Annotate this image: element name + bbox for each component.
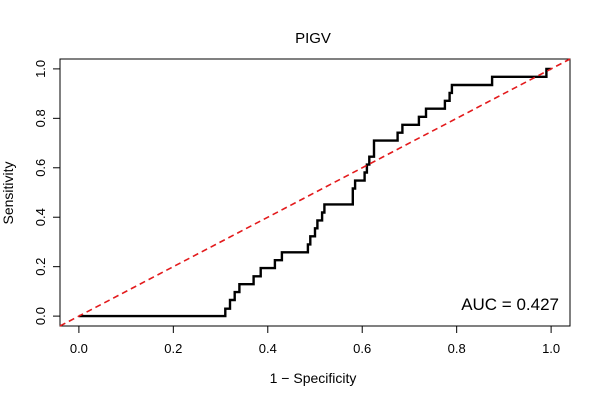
chart-title: PIGV — [295, 30, 331, 47]
x-tick-label: 0.6 — [353, 341, 371, 356]
x-tick-label: 0.0 — [70, 341, 88, 356]
x-axis: 0.0 0.2 0.4 0.6 0.8 1.0 — [70, 325, 560, 356]
roc-curve-line — [78, 67, 552, 318]
x-axis-label: 1 − Specificity — [270, 370, 357, 386]
y-tick-label: 0.8 — [33, 109, 48, 127]
y-axis-label: Sensitivity — [0, 161, 16, 224]
plot-lines — [59, 58, 571, 327]
x-tick-label: 1.0 — [542, 341, 560, 356]
y-tick-label: 0.6 — [33, 159, 48, 177]
auc-annotation: AUC = 0.427 — [461, 295, 559, 314]
y-tick-label: 0.0 — [33, 307, 48, 325]
x-tick-label: 0.4 — [259, 341, 277, 356]
y-tick-label: 0.2 — [33, 258, 48, 276]
x-tick-label: 0.2 — [164, 341, 182, 356]
x-tick-label: 0.8 — [448, 341, 466, 356]
plot-frame — [59, 58, 571, 327]
y-tick-label: 1.0 — [33, 60, 48, 78]
reference-diagonal-line — [59, 58, 571, 327]
y-tick-label: 0.4 — [33, 208, 48, 226]
y-axis: 0.0 0.2 0.4 0.6 0.8 1.0 — [33, 60, 61, 325]
